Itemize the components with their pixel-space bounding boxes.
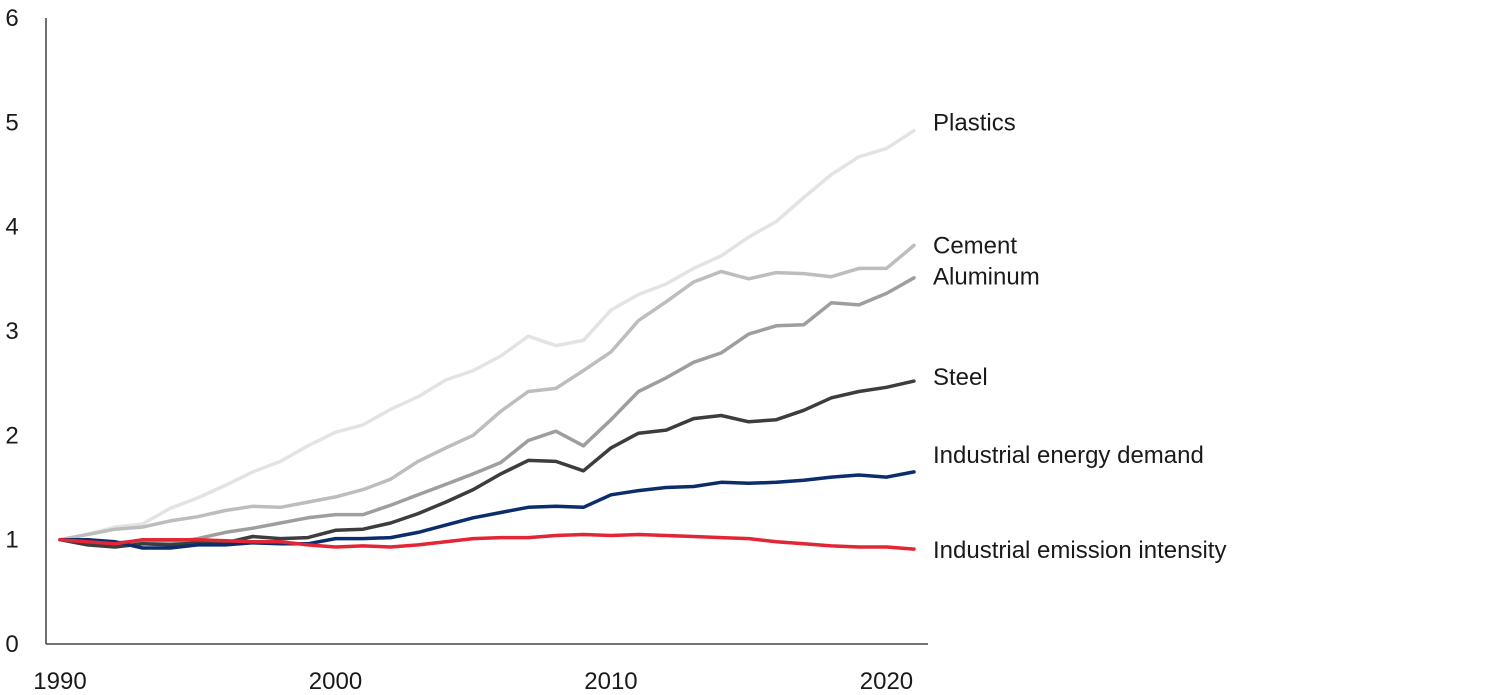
y-tick-label: 3: [5, 318, 18, 345]
x-tick-label: 1990: [33, 668, 86, 695]
series-label-plastics: Plastics: [933, 109, 1016, 136]
y-tick-label: 6: [5, 5, 18, 32]
series-line-plastics: [58, 128, 916, 542]
series-lines: [58, 128, 916, 551]
y-tick-label: 0: [5, 631, 18, 658]
series-label-steel: Steel: [933, 364, 988, 391]
series-label-industrial-emission-intensity: Industrial emission intensity: [933, 537, 1226, 564]
series-line-steel: [58, 379, 916, 549]
series-line-industrial-emission-intensity: [58, 532, 916, 551]
y-tick-label: 2: [5, 422, 18, 449]
x-tick-label: 2010: [584, 668, 637, 695]
series-line-industrial-energy-demand: [58, 470, 916, 550]
series-label-aluminum: Aluminum: [933, 264, 1040, 291]
y-tick-labels: 0 1 2 3 4 5 6: [5, 5, 18, 658]
series-labels: Plastics Cement Aluminum Steel Industrial en…: [933, 109, 1226, 564]
y-tick-label: 5: [5, 109, 18, 136]
x-tick-labels: 1990 2000 2010 2020: [33, 668, 913, 695]
series-label-industrial-energy-demand: Industrial energy demand: [933, 442, 1204, 469]
series-line-aluminum: [58, 276, 916, 545]
x-tick-label: 2020: [860, 668, 913, 695]
y-tick-label: 4: [5, 214, 18, 241]
axes: [45, 18, 928, 645]
series-label-cement: Cement: [933, 232, 1017, 259]
y-tick-label: 1: [5, 527, 18, 554]
series-line-cement: [58, 243, 916, 542]
x-tick-label: 2000: [309, 668, 362, 695]
